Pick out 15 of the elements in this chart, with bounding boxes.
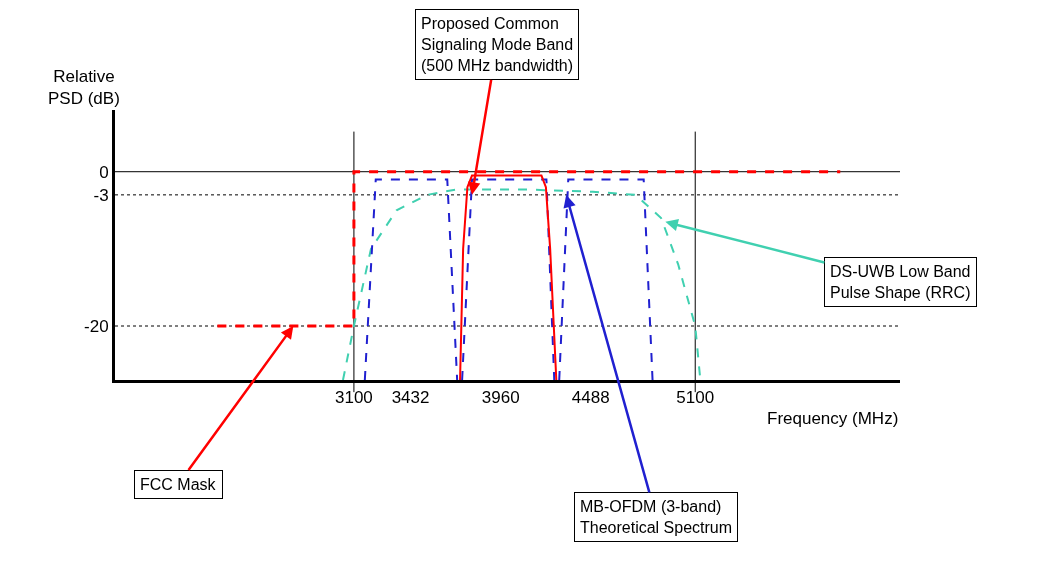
- x-tick-label: 3100: [335, 388, 373, 408]
- x-tick-label: 5100: [676, 388, 715, 408]
- annotation: DS-UWB Low Band Pulse Shape (RRC): [830, 263, 971, 301]
- y-tick-label: -20: [84, 316, 109, 336]
- line-series: [341, 188, 702, 380]
- y-axis-title: Relative PSD (dB): [48, 67, 120, 109]
- annotation: Proposed Common Signaling Mode Band (500 MHz bandwidth): [421, 15, 574, 74]
- y-tick-label: -3: [93, 185, 109, 205]
- x-tick-label: 4488: [571, 388, 610, 408]
- annotation: FCC Mask: [140, 476, 217, 493]
- y-tick-label: 0: [99, 162, 109, 182]
- x-axis-title: Frequency (MHz): [767, 409, 899, 428]
- x-tick-label: 3432: [391, 388, 430, 408]
- x-tick-label: 3960: [481, 388, 520, 408]
- annotation: MB-OFDM (3-band) Theoretical Spectrum: [580, 498, 733, 536]
